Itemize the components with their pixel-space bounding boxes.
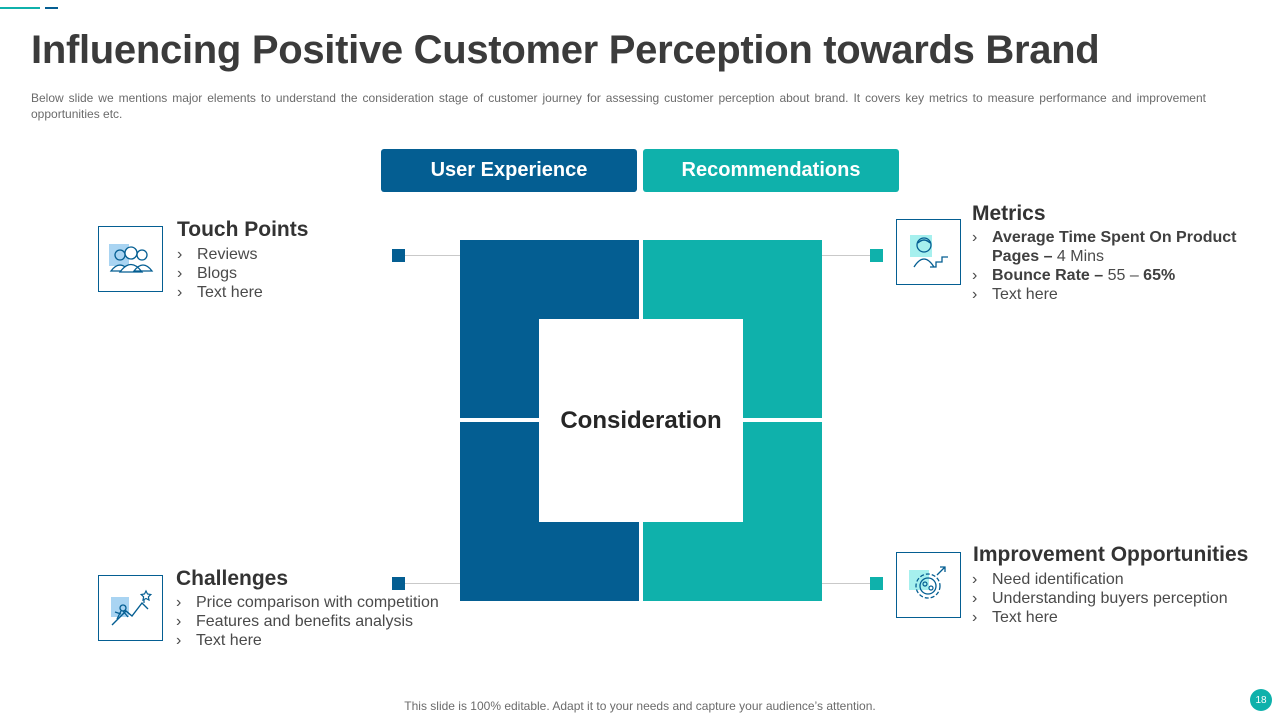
accent-line-blue: [45, 7, 58, 9]
metric-label-avg-time: Average Time Spent On Product Pages –: [992, 229, 1237, 265]
users-icon: [108, 244, 153, 273]
challenges-title: Challenges: [176, 567, 289, 590]
list-item: Price comparison with competition: [176, 593, 439, 612]
list-item: Bounce Rate – 55 – 65%: [972, 266, 1262, 285]
list-item: Features and benefits analysis: [176, 612, 439, 631]
improvement-title: Improvement Opportunities: [973, 543, 1249, 566]
connector-dot-bottom-left: [392, 577, 405, 590]
metric-value-bounce-rate: 55 –: [1103, 267, 1144, 284]
climbing-goal-icon: [110, 589, 152, 626]
connector-dot-top-right: [870, 249, 883, 262]
list-item: Reviews: [177, 245, 263, 264]
improvement-icon-box: [896, 552, 961, 618]
page-title: Influencing Positive Customer Perception…: [31, 28, 1100, 72]
touch-points-list: Reviews Blogs Text here: [177, 245, 263, 302]
connector-dot-top-left: [392, 249, 405, 262]
challenges-icon-box: [98, 575, 163, 641]
metric-label-bounce-rate: Bounce Rate –: [992, 267, 1104, 284]
gear-process-icon: [908, 566, 946, 599]
connector-dot-bottom-right: [870, 577, 883, 590]
metrics-icon-box: [896, 219, 961, 285]
tab-user-experience[interactable]: User Experience: [381, 149, 637, 192]
tab-recommendations[interactable]: Recommendations: [643, 149, 899, 192]
metrics-list: Average Time Spent On Product Pages – 4 …: [972, 228, 1262, 304]
person-stairs-icon: [909, 235, 948, 268]
list-item: Blogs: [177, 264, 263, 283]
metric-value-avg-time: 4 Mins: [1052, 248, 1105, 265]
connector-top-left: [405, 255, 460, 256]
center-label: Consideration: [539, 319, 743, 522]
list-item: Understanding buyers perception: [972, 589, 1228, 608]
connector-top-right: [822, 255, 877, 256]
metric-value-bounce-rate-max: 65%: [1143, 267, 1176, 284]
list-item: Text here: [972, 608, 1228, 627]
page-number-badge: 18: [1250, 689, 1272, 711]
touch-points-icon-box: [98, 226, 163, 292]
accent-line-teal: [0, 7, 40, 9]
list-item: Text here: [176, 631, 439, 650]
footer-note: This slide is 100% editable. Adapt it to…: [404, 699, 876, 713]
connector-bottom-left: [405, 583, 460, 584]
improvement-list: Need identification Understanding buyers…: [972, 570, 1228, 627]
challenges-list: Price comparison with competition Featur…: [176, 593, 439, 650]
list-item: Need identification: [972, 570, 1228, 589]
list-item: Text here: [972, 285, 1262, 304]
list-item: Text here: [177, 283, 263, 302]
page-subtitle: Below slide we mentions major elements t…: [31, 91, 1206, 121]
connector-bottom-right: [822, 583, 877, 584]
metrics-title: Metrics: [972, 202, 1046, 225]
touch-points-title: Touch Points: [177, 218, 309, 241]
list-item: Average Time Spent On Product Pages – 4 …: [972, 228, 1262, 266]
